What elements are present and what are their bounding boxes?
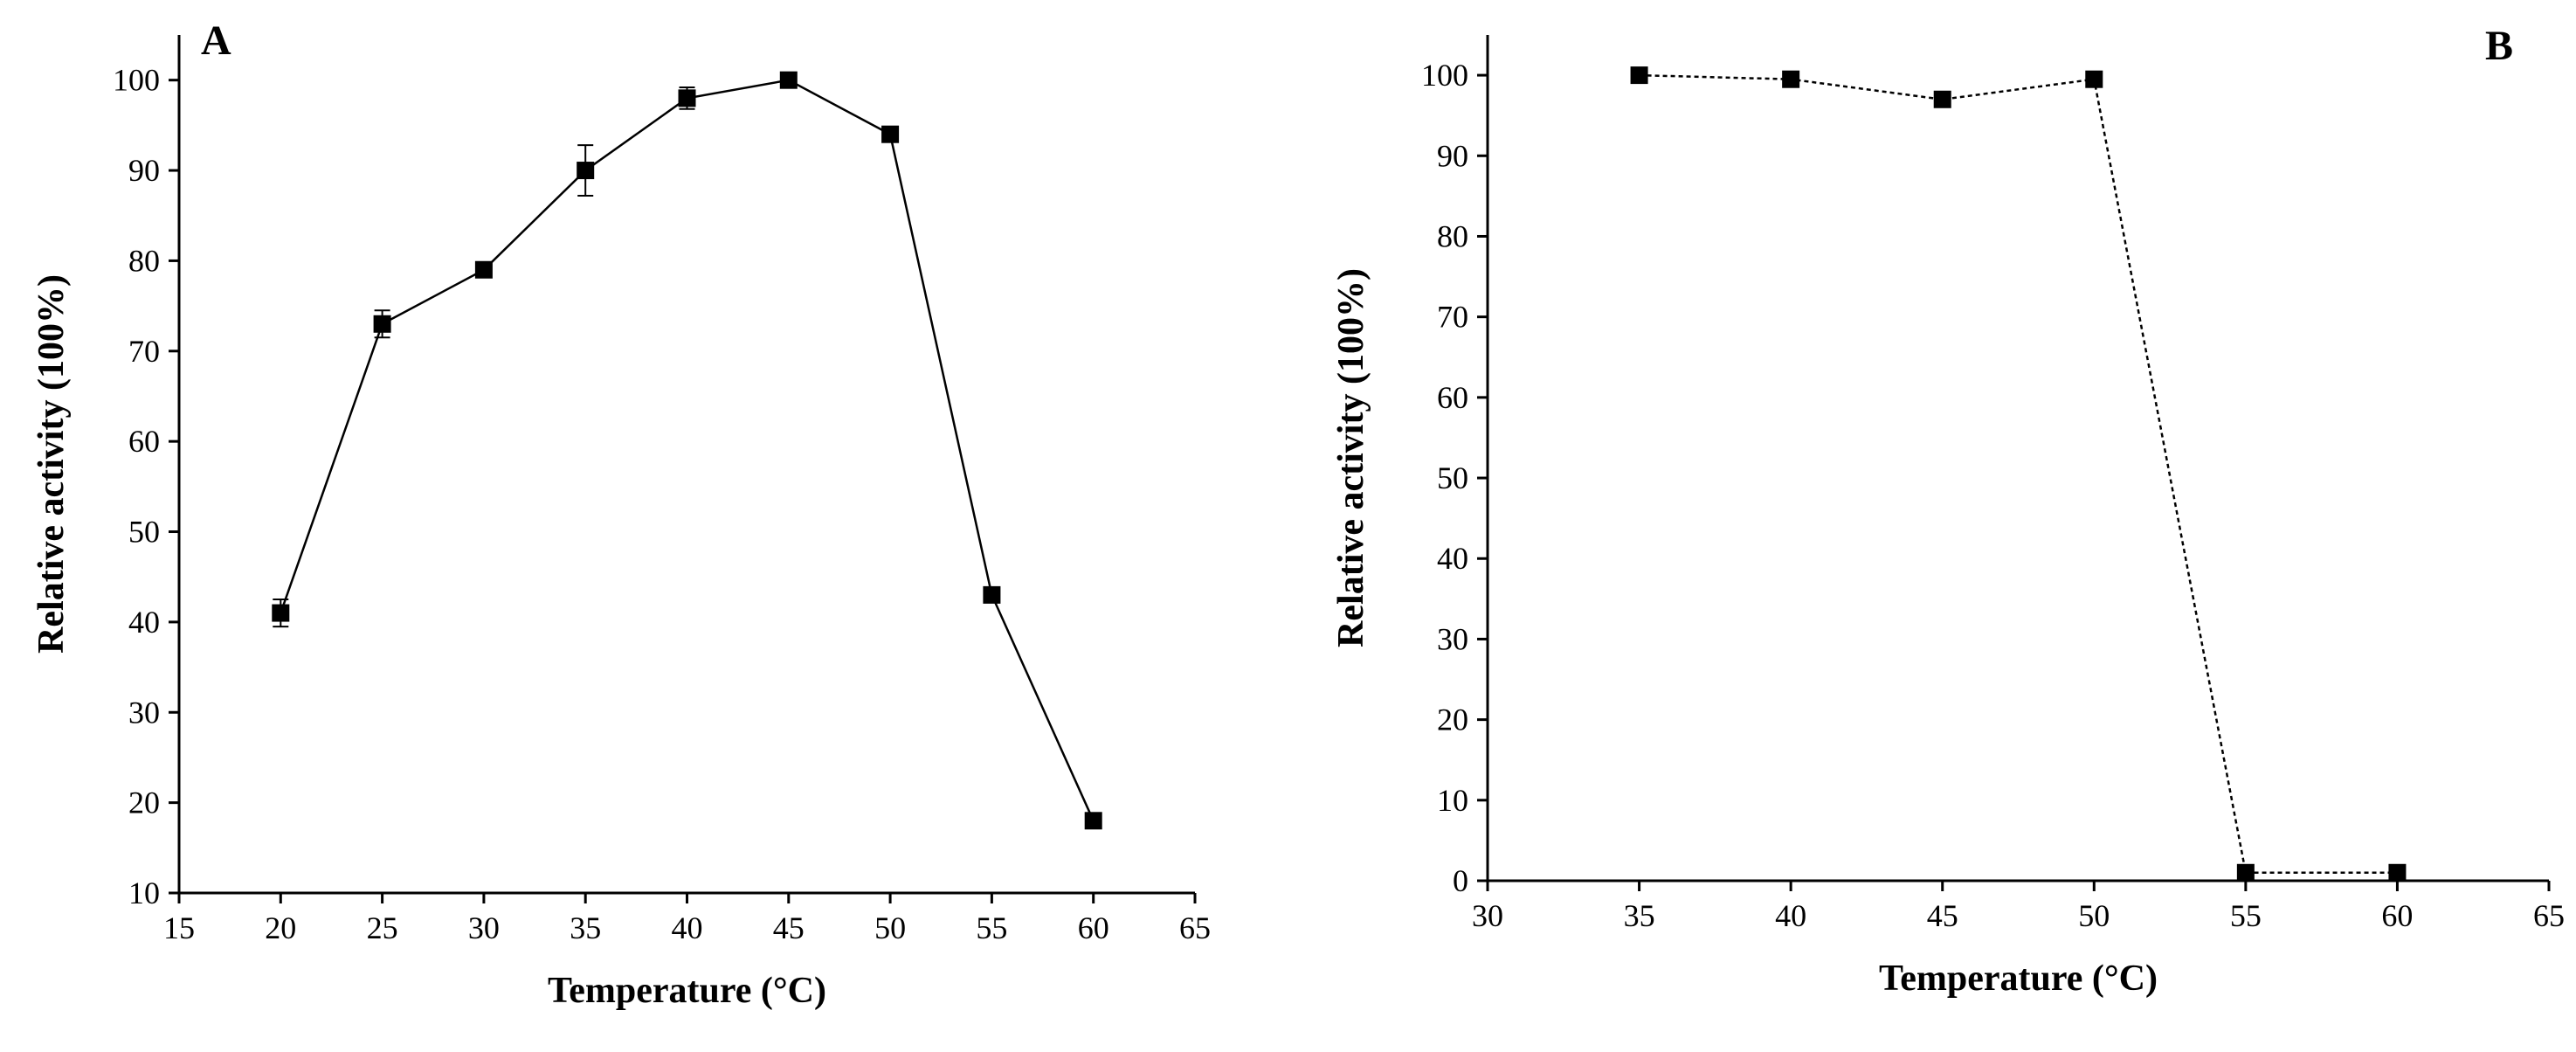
panel-b-data-point [1630,66,1648,85]
panel-a-data-point [272,604,290,622]
panel-b-x-tick-label: 35 [1624,898,1655,933]
panel-b-series-line [1639,73,2398,875]
panel-b-data-point [1782,70,1800,88]
panel-a-x-tick-label: 55 [976,910,1007,945]
panel-a-x-tick-label: 25 [367,910,398,945]
panel-b-y-tick-label: 50 [1437,460,1468,495]
panel-b-y-tick-label: 0 [1453,863,1468,898]
panel-b-data-point [2388,863,2407,882]
panel-a-data-point [373,315,391,333]
panel-a-y-tick-label: 60 [128,424,160,459]
panel-a-data-point [881,125,900,143]
panel-a-x-tick-label: 45 [773,910,805,945]
panel-b-y-tick-label: 90 [1437,138,1468,173]
panel-a-chart: 15 20 25 30 35 40 45 50 55 60 65 10 20 30 40 50 60 70 80 90… [31,17,1211,1011]
panel-b-y-tick-label: 60 [1437,380,1468,415]
panel-b-y-tick-label: 10 [1437,783,1468,818]
panel-a-y-tick-label: 80 [128,243,160,278]
panel-b-data-point [2085,70,2103,88]
panel-a-x-tick-label: 35 [570,910,601,945]
panel-b-label: B [2485,23,2513,69]
panel-b-chart: 30 35 40 45 50 55 60 65 0 10 20 30 40 50 60 70 80 90 100 Te… [1331,23,2565,999]
panel-b-x-tick-label: 45 [1927,898,1958,933]
panel-a-data-point [779,71,798,89]
panel-a-x-tick-label: 60 [1078,910,1109,945]
panel-b-x-tick-label: 55 [2230,898,2262,933]
panel-a-data-point [577,162,595,180]
panel-b-data-point [1933,90,1951,108]
panel-b-x-tick-label: 65 [2533,898,2565,933]
panel-a-y-tick-label: 10 [128,876,160,910]
panel-b-y-axis-title: Relative activity (100%) [1331,268,1371,647]
panel-a-y-axis-title: Relative activity (100%) [31,274,72,654]
panel-a-x-tick-label: 40 [672,910,703,945]
panel-a-x-tick-label: 30 [468,910,500,945]
panel-a-series-line [280,79,1095,821]
panel-a-data-point [1084,812,1102,830]
panel-a-x-tick-label: 50 [874,910,906,945]
panel-b-x-axis-title: Temperature (°C) [1879,959,2158,999]
panel-a-data-point [474,260,493,279]
panel-b-y-tick-label: 80 [1437,218,1468,253]
panel-b-x-tick-label: 40 [1775,898,1806,933]
panel-b-y-tick-label: 40 [1437,541,1468,576]
panel-b-x-tick-label: 60 [2381,898,2413,933]
panel-b-x-tick-label: 50 [2078,898,2110,933]
panel-b-y-tick-label: 30 [1437,621,1468,656]
panel-a-x-axis-title: Temperature (°C) [548,971,826,1011]
panel-a-y-tick-label: 30 [128,695,160,730]
panel-b-y-tick-label: 70 [1437,300,1468,335]
panel-b-y-tick-label: 100 [1421,58,1468,93]
panel-a-x-tick-label: 65 [1179,910,1211,945]
panel-a-y-tick-label: 90 [128,153,160,188]
panel-b-data-point [2236,863,2255,882]
panel-b-y-tick-label: 20 [1437,702,1468,737]
panel-a-x-tick-label: 20 [265,910,296,945]
panel-b-x-tick-label: 30 [1472,898,1503,933]
panel-a-label: A [201,17,231,64]
panel-a-data-point [983,585,1001,604]
panel-a-y-tick-label: 100 [113,63,160,98]
panel-a-y-tick-label: 50 [128,515,160,550]
panel-a-y-tick-label: 20 [128,786,160,820]
panel-a-data-point [678,89,696,107]
panel-a-y-tick-label: 70 [128,334,160,369]
panel-a-x-tick-label: 15 [163,910,195,945]
panel-a-y-tick-label: 40 [128,605,160,640]
